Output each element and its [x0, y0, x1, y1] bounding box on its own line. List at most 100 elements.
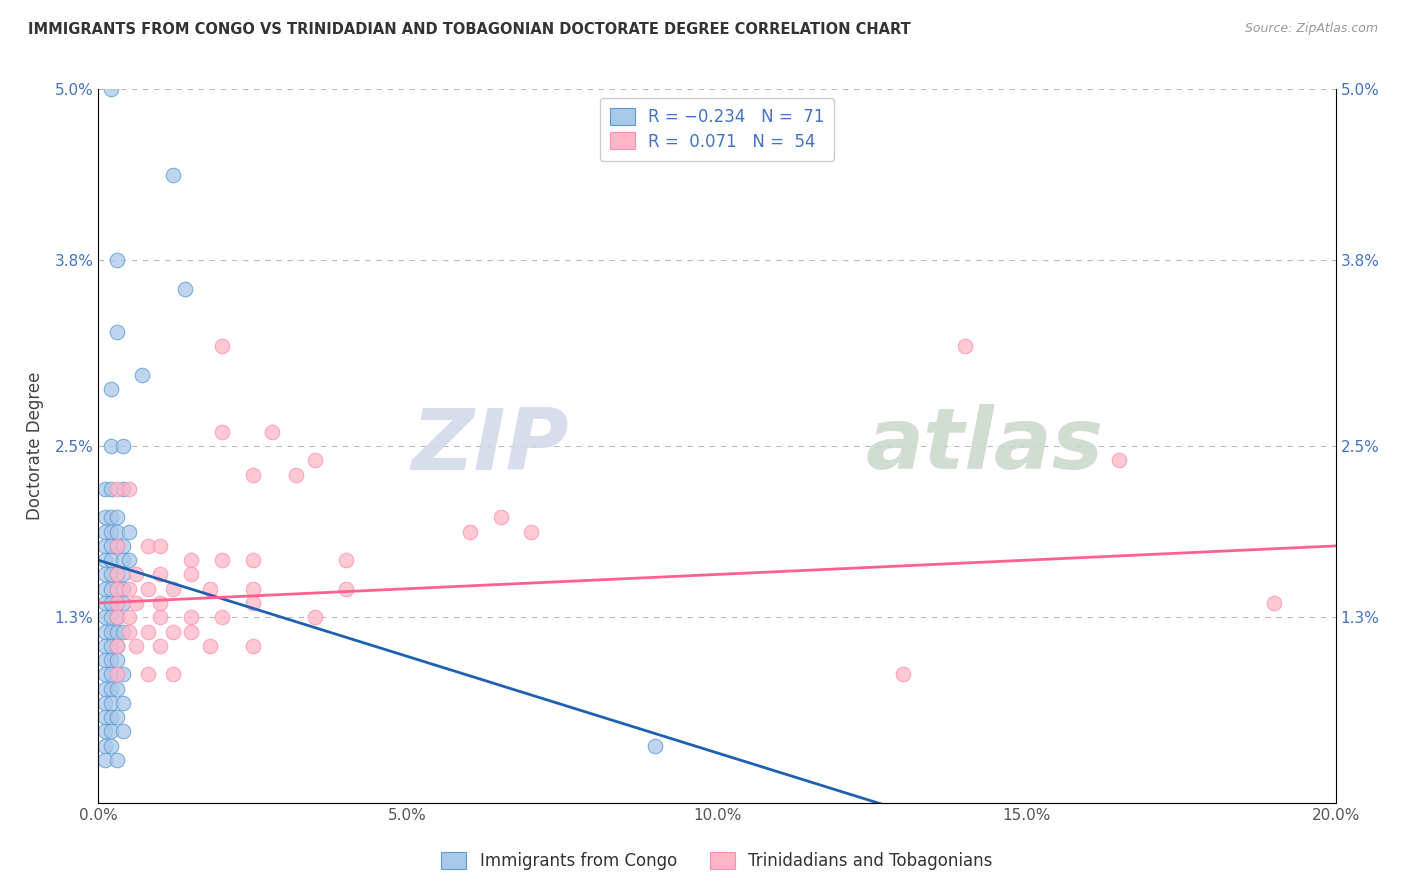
Point	[100, 681, 122, 696]
Point	[149, 596, 172, 610]
Point	[105, 253, 128, 268]
Point	[242, 553, 264, 567]
Point	[105, 667, 128, 681]
Point	[93, 639, 115, 653]
Point	[100, 696, 122, 710]
Point	[93, 582, 115, 596]
Point	[1263, 596, 1285, 610]
Point	[211, 553, 233, 567]
Point	[211, 425, 233, 439]
Point	[211, 610, 233, 624]
Point	[304, 453, 326, 467]
Point	[112, 696, 135, 710]
Point	[100, 710, 122, 724]
Point	[335, 553, 357, 567]
Point	[162, 168, 184, 182]
Point	[100, 739, 122, 753]
Point	[100, 439, 122, 453]
Point	[105, 524, 128, 539]
Point	[211, 339, 233, 353]
Point	[124, 639, 146, 653]
Point	[124, 567, 146, 582]
Point	[100, 82, 122, 96]
Point	[149, 639, 172, 653]
Point	[112, 667, 135, 681]
Point	[93, 567, 115, 582]
Point	[124, 596, 146, 610]
Point	[136, 624, 159, 639]
Point	[105, 653, 128, 667]
Y-axis label: Doctorate Degree: Doctorate Degree	[25, 372, 44, 520]
Point	[105, 610, 128, 624]
Point	[644, 739, 666, 753]
Legend: Immigrants from Congo, Trinidadians and Tobagonians: Immigrants from Congo, Trinidadians and …	[432, 842, 1002, 880]
Point	[105, 539, 128, 553]
Point	[180, 624, 202, 639]
Point	[105, 582, 128, 596]
Point	[520, 524, 543, 539]
Point	[118, 553, 141, 567]
Point	[149, 567, 172, 582]
Point	[93, 553, 115, 567]
Point	[105, 681, 128, 696]
Text: atlas: atlas	[866, 404, 1104, 488]
Point	[304, 610, 326, 624]
Point	[242, 596, 264, 610]
Point	[180, 610, 202, 624]
Point	[149, 539, 172, 553]
Point	[118, 610, 141, 624]
Point	[260, 425, 283, 439]
Point	[93, 510, 115, 524]
Point	[162, 624, 184, 639]
Point	[953, 339, 976, 353]
Point	[93, 524, 115, 539]
Text: Source: ZipAtlas.com: Source: ZipAtlas.com	[1244, 22, 1378, 36]
Point	[136, 667, 159, 681]
Point	[93, 653, 115, 667]
Point	[118, 482, 141, 496]
Point	[105, 624, 128, 639]
Point	[105, 710, 128, 724]
Point	[105, 482, 128, 496]
Point	[93, 539, 115, 553]
Text: ZIP: ZIP	[411, 404, 568, 488]
Point	[198, 582, 221, 596]
Point	[100, 567, 122, 582]
Point	[100, 553, 122, 567]
Point	[242, 639, 264, 653]
Point	[112, 624, 135, 639]
Point	[891, 667, 914, 681]
Point	[93, 596, 115, 610]
Point	[100, 639, 122, 653]
Point	[100, 582, 122, 596]
Point	[118, 624, 141, 639]
Point	[149, 610, 172, 624]
Point	[112, 553, 135, 567]
Point	[100, 610, 122, 624]
Point	[105, 582, 128, 596]
Point	[105, 610, 128, 624]
Point	[105, 567, 128, 582]
Point	[100, 724, 122, 739]
Point	[93, 610, 115, 624]
Point	[198, 639, 221, 653]
Point	[118, 582, 141, 596]
Point	[105, 753, 128, 767]
Point	[100, 510, 122, 524]
Point	[112, 482, 135, 496]
Point	[1108, 453, 1130, 467]
Point	[100, 482, 122, 496]
Point	[93, 482, 115, 496]
Point	[105, 325, 128, 339]
Point	[100, 653, 122, 667]
Point	[93, 739, 115, 753]
Point	[105, 567, 128, 582]
Point	[136, 539, 159, 553]
Point	[112, 439, 135, 453]
Point	[458, 524, 481, 539]
Point	[93, 753, 115, 767]
Point	[174, 282, 197, 296]
Point	[112, 567, 135, 582]
Point	[93, 624, 115, 639]
Point	[162, 582, 184, 596]
